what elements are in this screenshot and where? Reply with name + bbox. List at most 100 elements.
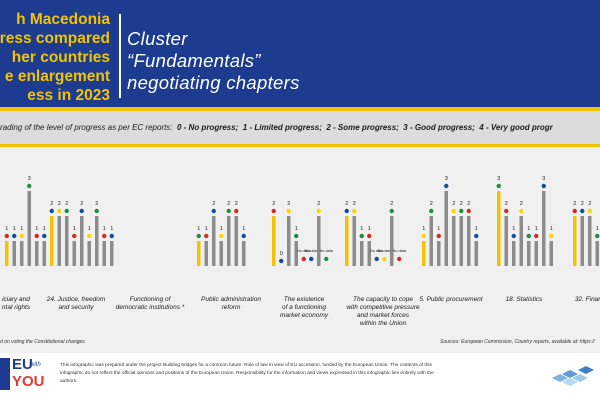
country-flag-icon xyxy=(219,233,224,239)
bar-value-label: No data xyxy=(370,249,384,253)
bar-value-label: 2 xyxy=(505,201,508,207)
country-flag-icon xyxy=(541,183,546,189)
bar-value-label: 2 xyxy=(287,201,290,207)
country-flag-icon xyxy=(519,208,524,214)
chart-bar xyxy=(294,241,298,266)
bar-value-label: 2 xyxy=(588,201,591,207)
chart-bar xyxy=(459,216,463,266)
country-flag-icon xyxy=(459,208,464,214)
logo-line: YOU xyxy=(12,373,45,390)
country-flag-icon xyxy=(226,208,231,214)
chart-bar xyxy=(512,241,516,266)
group-label: Public administration xyxy=(201,296,261,303)
country-flag-icon xyxy=(451,208,456,214)
country-flag-icon xyxy=(34,233,39,239)
bar-value-label: 0 xyxy=(280,251,283,257)
country-flag-icon xyxy=(436,233,441,239)
country-flag-icon xyxy=(204,233,209,239)
chart-bar xyxy=(474,241,478,266)
country-flag-icon xyxy=(587,208,592,214)
country-flag-icon xyxy=(72,233,77,239)
bar-value-label: 2 xyxy=(58,201,61,207)
country-flag-icon xyxy=(19,233,24,239)
bar-value-label: No data xyxy=(297,249,311,253)
header-left-line: ess in 2023 xyxy=(27,87,110,104)
country-flag-icon xyxy=(359,233,364,239)
bar-value-label: 2 xyxy=(80,201,83,207)
logo-line: EU xyxy=(12,356,33,373)
chart-bar xyxy=(242,241,246,266)
bar-value-label: No data xyxy=(378,249,392,253)
chart-bar xyxy=(42,241,46,266)
chart-bar xyxy=(95,216,99,266)
chart-bar xyxy=(390,216,394,266)
header-right-line: Cluster xyxy=(127,28,188,49)
header-right-line: negotiating chapters xyxy=(127,72,300,93)
bar-value-label: 1 xyxy=(368,226,371,232)
bar-value-label: 2 xyxy=(235,201,238,207)
bar-value-label: 2 xyxy=(353,201,356,207)
chart-bar xyxy=(12,241,16,266)
bar-value-label: 2 xyxy=(95,201,98,207)
legend-item: 1 - Limited progress; xyxy=(242,123,322,132)
country-flag-icon xyxy=(42,233,47,239)
country-flag-icon xyxy=(241,233,246,239)
bar-value-label: 2 xyxy=(581,201,584,207)
bar-value-label: 2 xyxy=(430,201,433,207)
bar-value-label: 1 xyxy=(205,226,208,232)
chart-bar xyxy=(227,216,231,266)
group-label: The capacity to cope xyxy=(353,296,413,303)
country-flag-icon xyxy=(279,258,284,264)
chart-bar xyxy=(219,241,223,266)
country-flag-icon xyxy=(352,208,357,214)
chart-bar xyxy=(102,241,106,266)
bar-value-label: 1 xyxy=(550,226,553,232)
chart-bar xyxy=(504,216,508,266)
bar-value-label: 2 xyxy=(212,201,215,207)
country-flag-icon xyxy=(444,183,449,189)
bar-value-label: 1 xyxy=(110,226,113,232)
chart-bar xyxy=(197,241,201,266)
legend-item: 2 - Some progress; xyxy=(326,123,399,132)
legend-item: 0 - No progress; xyxy=(176,123,239,132)
group-label: ntal rights xyxy=(2,304,31,311)
group-label: 32. Financ xyxy=(575,296,600,303)
chart-bar xyxy=(429,216,433,266)
country-flag-icon xyxy=(309,256,314,262)
bar-value-label: 1 xyxy=(535,226,538,232)
chart-bar xyxy=(72,241,76,266)
bar-value-label: 1 xyxy=(242,226,245,232)
chart-bar xyxy=(287,216,291,266)
bar-value-label: 2 xyxy=(65,201,68,207)
bar-value-label: 1 xyxy=(360,226,363,232)
header-accent-bar xyxy=(0,107,600,111)
chart-bar xyxy=(317,216,321,266)
country-flag-icon xyxy=(382,256,387,262)
header-right-line: “Fundamentals” xyxy=(127,50,261,71)
chart-bar xyxy=(588,216,592,266)
country-flag-icon xyxy=(397,256,402,262)
header-right-title: Cluster “Fundamentals” negotiating chapt… xyxy=(127,28,300,94)
country-flag-icon xyxy=(109,233,114,239)
chart-bar xyxy=(212,216,216,266)
header-left-title: h Macedonia ress compared her countries … xyxy=(0,10,118,104)
country-flag-icon xyxy=(94,208,99,214)
chart-bar xyxy=(87,241,91,266)
country-flag-icon xyxy=(572,208,577,214)
bar-value-label: 1 xyxy=(73,226,76,232)
group-label: and security xyxy=(58,304,94,311)
chart-bar xyxy=(50,216,54,266)
group-label: The existence xyxy=(284,296,325,303)
chart-bar xyxy=(360,241,364,266)
bar-value-label: 1 xyxy=(13,226,16,232)
footnote: d on voting the Constitutional changes xyxy=(0,339,85,345)
chart-bar xyxy=(444,191,448,266)
chart-bar xyxy=(234,216,238,266)
country-flag-icon xyxy=(389,208,394,214)
bar-value-label: 1 xyxy=(20,226,23,232)
group-label: 18. Statistics xyxy=(506,296,544,303)
legend-prefix: rading of the level of progress as per E… xyxy=(0,123,173,132)
bar-value-label: 2 xyxy=(345,201,348,207)
chart-bar xyxy=(5,241,9,266)
